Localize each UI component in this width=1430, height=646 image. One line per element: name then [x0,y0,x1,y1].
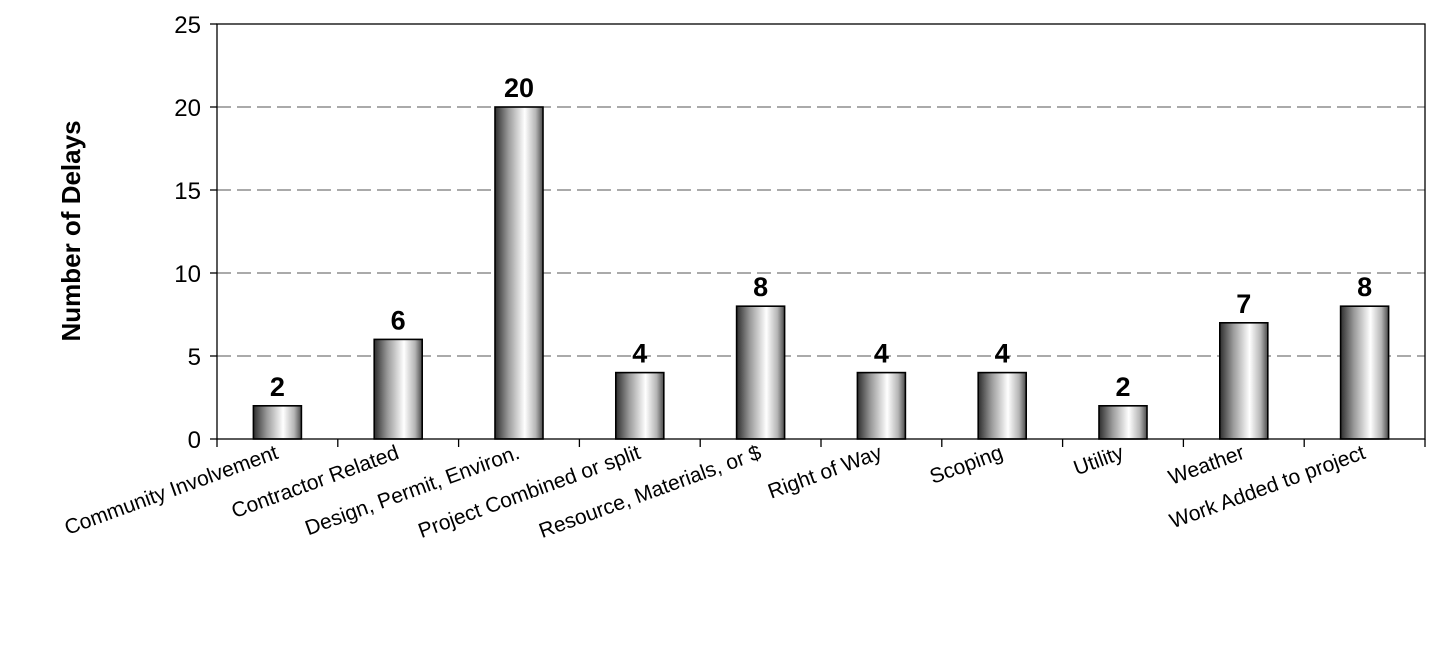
x-category-label: Weather [1165,441,1247,490]
y-tick-label: 15 [174,178,201,205]
y-tick-label: 5 [188,344,201,371]
data-label: 4 [874,339,889,369]
x-category-label: Utility [1071,441,1128,480]
data-label: 20 [504,73,534,103]
data-label: 6 [391,305,406,335]
bar [856,371,907,440]
bar [1339,305,1390,440]
x-category-label: Scoping [927,441,1006,489]
y-tick-labels: 0 5 10 15 20 25 [174,12,201,454]
axis-ticks [210,23,1426,447]
x-category-label: Community Involvement [62,441,282,540]
bar [373,338,424,440]
x-category-label: Project Combined or split [415,441,643,543]
y-tick-label: 10 [174,261,201,288]
bar [614,371,665,440]
y-tick-label: 20 [174,95,201,122]
y-tick-label: 0 [188,427,201,454]
bar [1219,321,1269,440]
data-labels: 2 6 20 4 8 4 4 2 7 8 [270,73,1372,402]
x-category-label: Design, Permit, Environ. [302,441,523,540]
data-label: 4 [632,339,647,369]
bar [735,305,786,440]
x-category-label: Resource, Materials, or $ [536,441,765,543]
x-category-label: Work Added to project [1167,441,1369,533]
data-label: 2 [270,372,285,402]
data-label: 7 [1236,289,1251,319]
bar [252,404,303,440]
data-label: 8 [753,272,768,302]
bar [1098,404,1148,440]
x-category-label: Right of Way [765,441,886,504]
y-tick-label: 25 [174,12,201,39]
data-label: 8 [1357,272,1372,302]
bar [494,106,544,440]
bar [977,371,1028,440]
data-label: 2 [1115,372,1130,402]
y-axis-title: Number of Delays [56,120,86,341]
data-label: 4 [995,339,1010,369]
